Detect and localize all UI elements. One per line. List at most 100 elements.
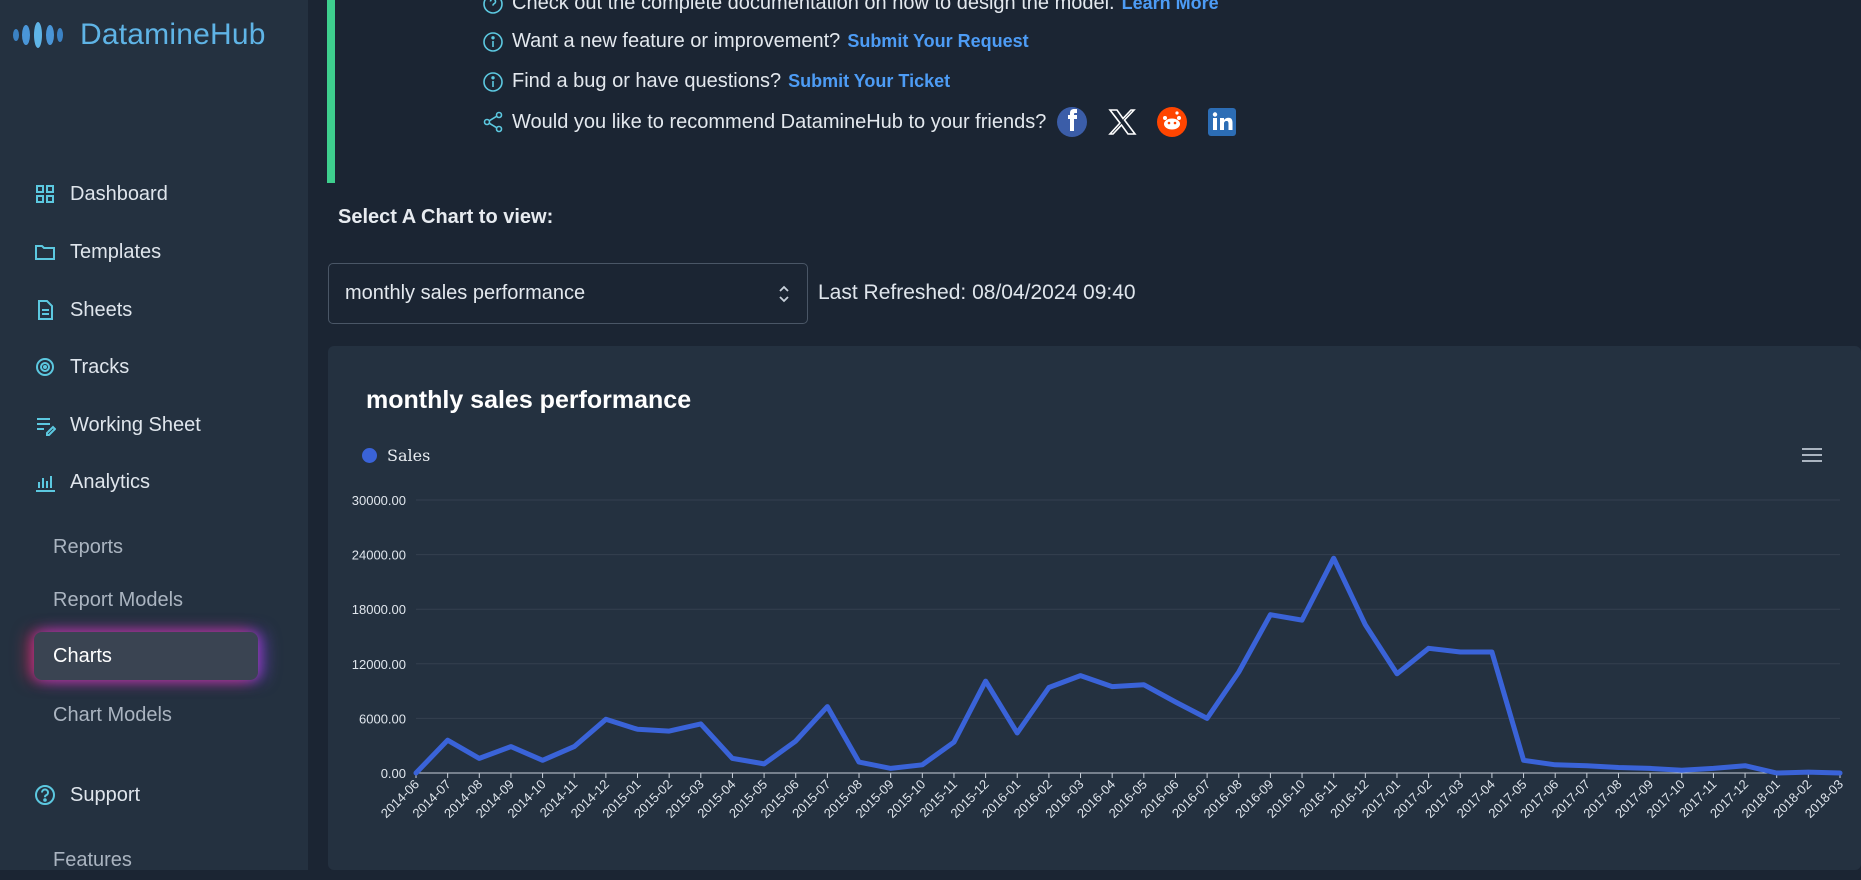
data-point — [888, 766, 893, 771]
submit-request-link[interactable]: Submit Your Request — [847, 31, 1029, 51]
notice-share-text: Would you like to recommend DatamineHub … — [512, 110, 1047, 133]
submit-ticket-link[interactable]: Submit Your Ticket — [788, 71, 951, 91]
y-tick-label: 30000.00 — [352, 493, 406, 508]
data-point — [572, 744, 577, 749]
data-point — [1616, 765, 1621, 770]
y-tick-label: 18000.00 — [352, 602, 406, 617]
data-point — [1458, 649, 1463, 654]
data-point — [1679, 768, 1684, 773]
y-tick-label: 0.00 — [381, 766, 406, 781]
nav-reports[interactable]: Reports — [53, 535, 124, 558]
document-icon — [34, 299, 56, 321]
data-point — [1806, 770, 1811, 775]
data-point — [1078, 673, 1083, 678]
nav-analytics-label: Analytics — [70, 470, 151, 493]
data-point — [1173, 700, 1178, 705]
data-point — [857, 760, 862, 765]
info-icon — [482, 71, 504, 93]
y-tick-label: 12000.00 — [352, 657, 406, 672]
nav-chart-models[interactable]: Chart Models — [53, 703, 172, 726]
target-icon — [34, 356, 56, 378]
facebook-icon[interactable] — [1056, 106, 1088, 138]
data-point — [1236, 669, 1241, 674]
info-icon — [482, 31, 504, 53]
share-icon — [482, 111, 504, 133]
data-point — [1584, 763, 1589, 768]
nav-support[interactable]: Support — [34, 775, 140, 815]
nav-templates[interactable]: Templates — [34, 232, 161, 272]
data-point — [1394, 671, 1399, 676]
notice-feature-text: Want a new feature or improvement? — [512, 30, 841, 52]
help-circle-icon — [34, 784, 56, 806]
notice-bug-text: Find a bug or have questions? — [512, 70, 782, 92]
hamburger-menu-icon[interactable] — [1801, 446, 1823, 464]
x-icon[interactable] — [1106, 106, 1138, 138]
info-panel: Check out the complete documentation on … — [327, 0, 1861, 183]
data-point — [1774, 771, 1779, 776]
learn-more-link[interactable]: Learn More — [1121, 0, 1219, 13]
nav-sheets[interactable]: Sheets — [34, 290, 132, 330]
select-chart-label: Select A Chart to view: — [338, 206, 554, 228]
data-point — [667, 729, 672, 734]
data-point — [635, 727, 640, 732]
line-chart: 0.00 6000.00 12000.00 18000.00 24000.00 30000… — [352, 493, 1846, 821]
data-point — [1363, 622, 1368, 627]
data-point — [983, 679, 988, 684]
waves-logo-icon — [13, 22, 63, 48]
notice-feature: Want a new feature or improvement? Submi… — [482, 30, 1029, 53]
data-point — [1110, 684, 1115, 689]
nav-support-label: Support — [70, 783, 141, 806]
data-point — [1268, 612, 1273, 617]
y-tick-label: 24000.00 — [352, 548, 406, 563]
nav-tracks-label: Tracks — [70, 355, 130, 378]
nav-report-models[interactable]: Report Models — [53, 588, 184, 611]
nav-dashboard[interactable]: Dashboard — [34, 174, 168, 214]
bar-chart-icon — [34, 471, 56, 493]
data-point — [1205, 716, 1210, 721]
data-point — [1648, 766, 1653, 771]
nav-templates-label: Templates — [70, 240, 162, 263]
data-point — [1015, 730, 1020, 735]
data-point — [1838, 771, 1843, 776]
notice-docs: Check out the complete documentation on … — [482, 0, 1219, 15]
data-point — [698, 721, 703, 726]
grid-icon — [34, 183, 56, 205]
main-content: Check out the complete documentation on … — [308, 0, 1861, 870]
folder-icon — [34, 241, 56, 263]
data-point — [1331, 556, 1336, 561]
notice-share: Would you like to recommend DatamineHub … — [482, 106, 1238, 138]
notice-docs-text: Check out the complete documentation on … — [512, 0, 1115, 14]
brand-name: DatamineHub — [80, 18, 266, 51]
nav-working-sheet-label: Working Sheet — [70, 413, 201, 436]
nav-charts[interactable]: Charts — [34, 632, 258, 680]
legend-item-sales[interactable]: Sales — [362, 446, 430, 465]
data-point — [1300, 618, 1305, 623]
data-point — [414, 771, 419, 776]
data-point — [445, 738, 450, 743]
nav-analytics[interactable]: Analytics — [34, 462, 150, 502]
notice-bug: Find a bug or have questions? Submit You… — [482, 70, 950, 93]
data-point — [477, 756, 482, 761]
chart-select-value: monthly sales performance — [345, 282, 586, 304]
data-point — [1046, 685, 1051, 690]
nav-tracks[interactable]: Tracks — [34, 347, 129, 387]
chart-select[interactable]: monthly sales performance — [328, 263, 808, 324]
data-point — [1426, 646, 1431, 651]
nav-features[interactable]: Features — [53, 848, 132, 871]
data-point — [603, 717, 608, 722]
brand-logo[interactable]: DatamineHub — [12, 14, 266, 56]
linkedin-icon[interactable] — [1206, 106, 1238, 138]
chart-title: monthly sales performance — [366, 386, 692, 414]
y-tick-label: 6000.00 — [359, 711, 406, 726]
legend-dot — [362, 448, 377, 463]
data-point — [793, 739, 798, 744]
reddit-icon[interactable] — [1156, 106, 1188, 138]
data-point — [1141, 682, 1146, 687]
data-point — [825, 704, 830, 709]
chevron-updown-icon — [779, 285, 789, 303]
data-point — [762, 761, 767, 766]
list-edit-icon — [34, 414, 56, 436]
nav-working-sheet[interactable]: Working Sheet — [34, 405, 201, 445]
data-point — [1489, 649, 1494, 654]
chart-card: monthly sales performance Sales 0.00 6000… — [328, 346, 1861, 870]
